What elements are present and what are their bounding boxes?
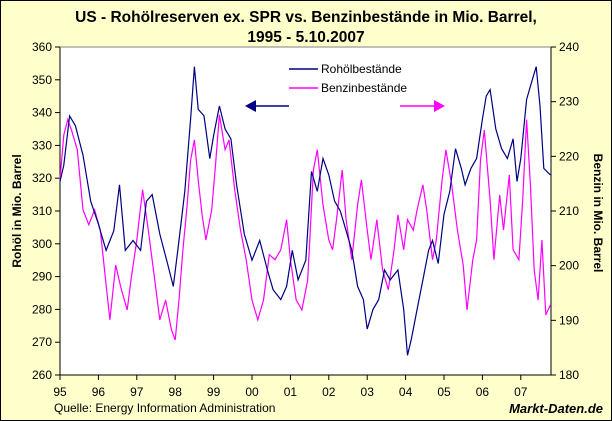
plot-area — [60, 47, 551, 375]
left-tick-label: 340 — [32, 106, 52, 120]
legend-label-rohoel: Rohölbestände — [321, 62, 402, 76]
x-tick-label: 98 — [169, 385, 183, 399]
x-tick-label: 07 — [514, 385, 528, 399]
left-tick-label: 330 — [32, 138, 52, 152]
right-axis-label: Benzin in Mio. Barrel — [591, 154, 605, 273]
x-tick-label: 01 — [284, 385, 298, 399]
x-tick-label: 05 — [437, 385, 451, 399]
series-line-rohoelbestaende — [59, 66, 551, 356]
right-axis-arrow-icon — [400, 100, 445, 112]
right-y-ticks: 240 230 220 210 200 190 180 — [551, 40, 579, 382]
x-tick-label: 06 — [476, 385, 490, 399]
right-tick-label: 180 — [559, 368, 579, 382]
left-tick-label: 300 — [32, 237, 52, 251]
right-tick-label: 210 — [559, 204, 579, 218]
chart-title-line1: US - Rohölreserven ex. SPR vs. Benzinbes… — [75, 9, 537, 26]
left-tick-label: 270 — [32, 335, 52, 349]
left-tick-label: 310 — [32, 204, 52, 218]
left-tick-label: 320 — [32, 171, 52, 185]
x-tick-label: 97 — [130, 385, 144, 399]
left-tick-label: 350 — [32, 73, 52, 87]
right-tick-label: 230 — [559, 95, 579, 109]
x-tick-label: 03 — [361, 385, 375, 399]
x-tick-label: 99 — [207, 385, 221, 399]
x-ticks: 95 96 97 98 99 00 01 02 03 04 05 06 07 — [53, 375, 528, 399]
right-tick-label: 220 — [559, 149, 579, 163]
right-tick-label: 240 — [559, 40, 579, 54]
left-tick-label: 290 — [32, 270, 52, 284]
x-tick-label: 04 — [399, 385, 413, 399]
left-tick-label: 280 — [32, 302, 52, 316]
chart-title-line2: 1995 - 5.10.2007 — [247, 29, 364, 46]
x-tick-label: 95 — [53, 385, 67, 399]
legend-label-benzin: Benzinbestände — [321, 81, 407, 95]
right-tick-label: 190 — [559, 313, 579, 327]
left-tick-label: 260 — [32, 368, 52, 382]
series-line-benzinbestaende — [59, 114, 551, 341]
right-tick-label: 200 — [559, 259, 579, 273]
x-tick-label: 02 — [322, 385, 336, 399]
x-tick-label: 00 — [245, 385, 259, 399]
left-axis-label: Rohöl in Mio. Barrel — [10, 154, 24, 267]
left-axis-arrow-icon — [245, 100, 289, 112]
source-note: Quelle: Energy Information Administratio… — [54, 401, 275, 415]
brand-watermark: Markt-Daten.de — [509, 401, 603, 416]
left-y-ticks: 360 350 340 330 320 310 300 290 280 270 260 — [32, 40, 60, 382]
legend: Rohölbestände Benzinbestände — [289, 62, 407, 95]
left-tick-label: 360 — [32, 40, 52, 54]
x-tick-label: 96 — [92, 385, 106, 399]
